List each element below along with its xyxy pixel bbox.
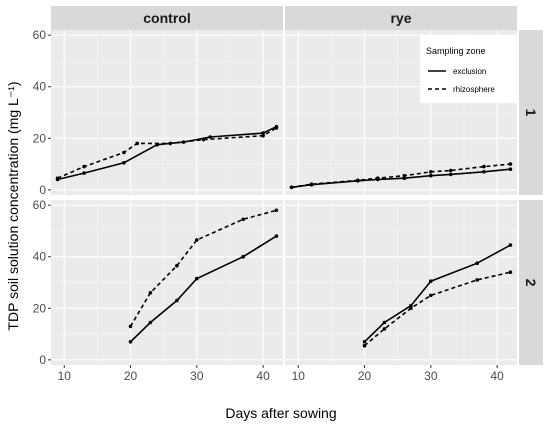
y-axis-title: TDP soil solution concentration (mg L⁻¹) [5, 81, 21, 330]
point-rhizosphere [82, 164, 86, 169]
point-rhizosphere [429, 170, 433, 174]
series-line-rhizosphere [129, 209, 277, 327]
y-tick-label: 0 [39, 183, 46, 197]
point-exclusion [241, 254, 245, 259]
point-exclusion [429, 173, 433, 178]
point-rhizosphere [241, 217, 245, 222]
legend-title: Sampling zone [426, 46, 486, 56]
point-rhizosphere [201, 137, 206, 142]
x-tick-label: 30 [424, 369, 438, 383]
point-rhizosphere [356, 178, 360, 183]
column-strip-label-control: control [143, 10, 190, 26]
x-tick-label: 40 [490, 369, 504, 383]
panel-control-1 [51, 30, 283, 195]
y-tick-label: 20 [33, 301, 47, 315]
point-rhizosphere [168, 141, 173, 146]
row-strip-label-1: 1 [523, 109, 539, 117]
point-rhizosphere [482, 164, 486, 169]
x-tick-label: 40 [256, 369, 270, 383]
point-rhizosphere [135, 141, 139, 146]
x-tick-label: 30 [190, 369, 204, 383]
panel-rye-2 [285, 200, 517, 365]
point-rhizosphere [148, 291, 153, 295]
column-strip-label-rye: rye [390, 10, 411, 26]
point-rhizosphere [508, 270, 513, 275]
y-tick-label: 60 [33, 198, 47, 212]
point-rhizosphere [122, 150, 126, 155]
point-exclusion [429, 279, 433, 284]
panel-control-2 [51, 200, 283, 365]
point-rhizosphere [289, 185, 294, 190]
point-rhizosphere [362, 343, 367, 348]
point-rhizosphere [448, 168, 453, 173]
point-exclusion [195, 276, 199, 281]
y-tick-label: 40 [33, 80, 47, 94]
point-rhizosphere [274, 126, 279, 130]
y-tick-label: 40 [33, 250, 47, 264]
point-exclusion [208, 135, 212, 139]
point-rhizosphere [195, 238, 199, 242]
legend-box [420, 35, 518, 103]
strips-layer: control rye 1 2 [51, 6, 543, 365]
point-exclusion [274, 234, 279, 238]
point-exclusion [175, 298, 179, 303]
point-exclusion [475, 261, 480, 266]
point-rhizosphere [55, 176, 60, 180]
point-exclusion [482, 170, 486, 174]
point-rhizosphere [261, 133, 265, 138]
point-rhizosphere [508, 162, 513, 166]
point-rhizosphere [128, 324, 133, 329]
point-exclusion [508, 243, 513, 247]
x-tick-label: 10 [58, 369, 72, 383]
point-rhizosphere [402, 173, 407, 178]
row-strip-bg-2 [519, 200, 543, 365]
point-rhizosphere [274, 208, 279, 213]
legend-label-exclusion: exclusion [453, 67, 486, 76]
row-strip-label-2: 2 [523, 279, 539, 287]
point-rhizosphere [175, 263, 179, 268]
point-exclusion [448, 172, 453, 177]
series-line-exclusion [363, 244, 511, 343]
point-rhizosphere [409, 306, 413, 311]
point-exclusion [128, 340, 133, 344]
legend-label-rhizosphere: rhizosphere [453, 85, 495, 94]
point-rhizosphere [475, 278, 480, 282]
point-exclusion [261, 131, 265, 135]
x-tick-label: 20 [124, 369, 138, 383]
series-line-rhizosphere [363, 271, 511, 347]
point-exclusion [362, 340, 367, 344]
point-exclusion [409, 303, 413, 308]
point-exclusion [122, 161, 126, 165]
y-tick-label: 60 [33, 28, 47, 42]
row-strip-bg-1 [519, 30, 543, 195]
point-exclusion [382, 320, 387, 325]
point-rhizosphere [429, 293, 433, 298]
y-tick-label: 0 [39, 353, 46, 367]
point-rhizosphere [376, 176, 380, 180]
point-exclusion [148, 320, 153, 325]
x-axis-title: Days after sowing [225, 405, 336, 421]
legend: Sampling zone exclusion rhizosphere [420, 35, 518, 103]
point-rhizosphere [309, 182, 314, 186]
series-line-rhizosphere [57, 127, 277, 179]
point-rhizosphere [382, 327, 387, 331]
point-exclusion [82, 171, 86, 175]
column-strip-bg-rye [285, 6, 517, 30]
x-tick-label: 20 [358, 369, 372, 383]
series-line-exclusion [129, 235, 277, 343]
y-tick-label: 20 [33, 131, 47, 145]
x-tick-label: 10 [292, 369, 306, 383]
column-strip-bg-control [51, 6, 283, 30]
point-exclusion [402, 176, 407, 180]
point-exclusion [508, 167, 513, 171]
